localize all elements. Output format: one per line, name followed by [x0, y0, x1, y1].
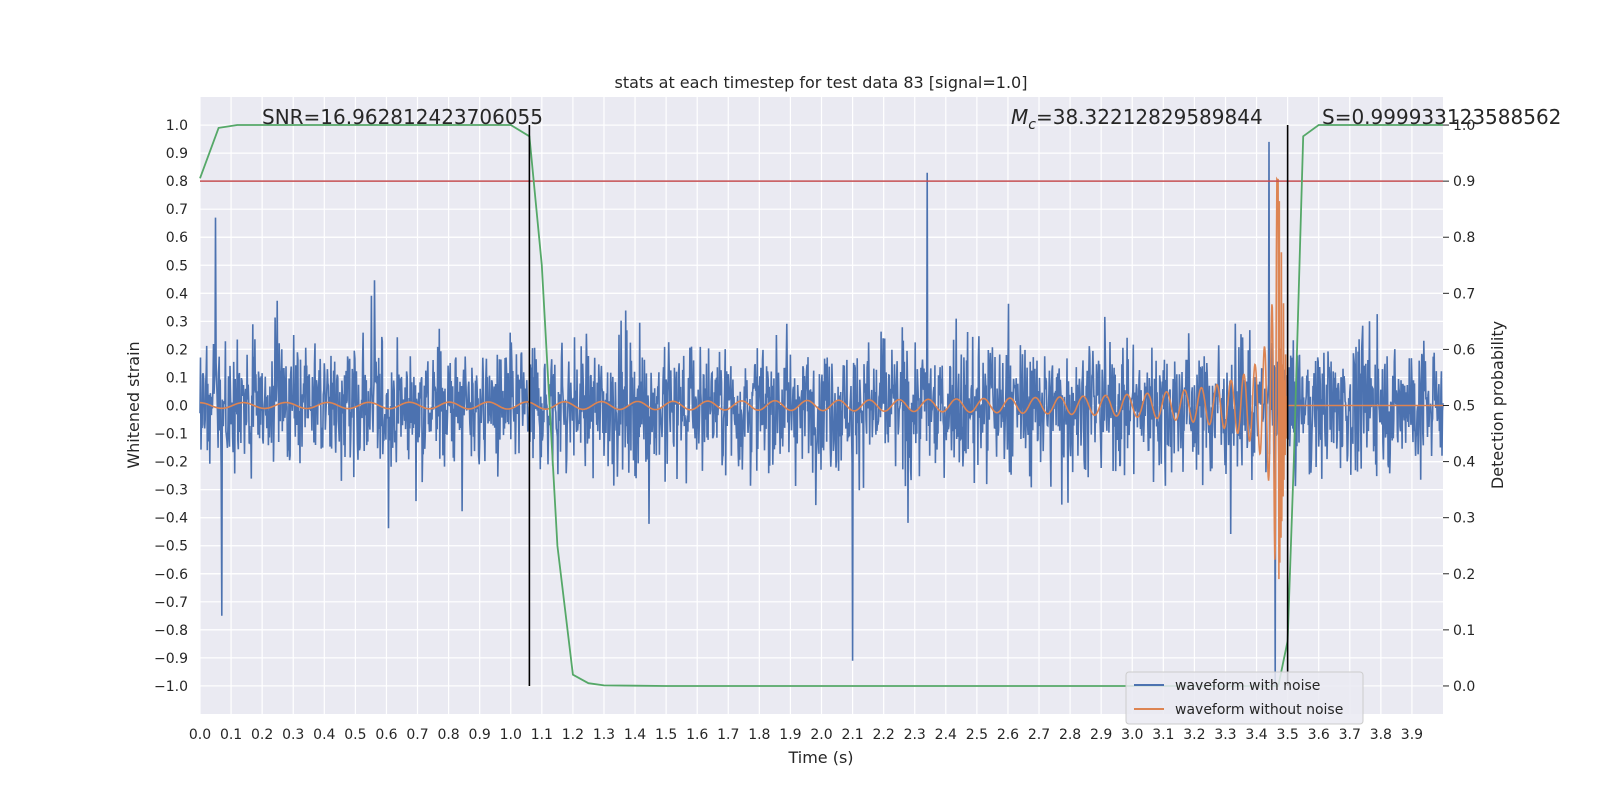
series-waveform-with-noise — [199, 141, 1444, 687]
y-tick-label: 0.1 — [166, 370, 188, 386]
y-tick-label: −0.1 — [154, 427, 188, 443]
series-waveform-without-noise — [200, 176, 1443, 580]
y-tick-label: −0.7 — [154, 595, 188, 611]
y-tick-labels: 1.0 0.9 0.8 0.7 0.6 0.5 0.4 0.3 0.2 0.1 0.0 −0.1 −0.… — [154, 118, 188, 695]
y-tick-label: 0.4 — [166, 286, 188, 302]
y2-tick-label: 0.4 — [1453, 455, 1475, 471]
y-tick-label: 1.0 — [166, 118, 188, 134]
x-tick-label: 2.9 — [1090, 727, 1112, 743]
chirp-mass-value: =38.32212829589844 — [1036, 105, 1263, 129]
x-tick-label: 3.2 — [1183, 727, 1205, 743]
y-tick-label: 0.3 — [166, 314, 188, 330]
x-tick-label: 0.6 — [375, 727, 397, 743]
x-tick-label: 0.8 — [437, 727, 459, 743]
y2-tick-label: 0.1 — [1453, 623, 1475, 639]
x-tick-label: 2.1 — [841, 727, 863, 743]
y2-tick-label: 0.9 — [1453, 174, 1475, 190]
x-tick-label: 0.7 — [406, 727, 428, 743]
y2-tick-label: 0.0 — [1453, 679, 1475, 695]
y2-tick-label: 0.8 — [1453, 230, 1475, 246]
chart-title: stats at each timestep for test data 83 … — [615, 73, 1028, 92]
y-tick-label: −0.8 — [154, 623, 188, 639]
x-tick-label: 1.2 — [562, 727, 584, 743]
legend: waveform with noise waveform without noi… — [1125, 671, 1364, 725]
x-tick-label: 2.4 — [935, 727, 957, 743]
y-tick-label: −0.9 — [154, 651, 188, 667]
x-tick-label: 2.3 — [904, 727, 926, 743]
x-tick-label: 3.0 — [1121, 727, 1143, 743]
x-tick-label: 1.1 — [531, 727, 553, 743]
x-tick-label: 2.8 — [1059, 727, 1081, 743]
x-tick-label: 0.2 — [251, 727, 273, 743]
x-tick-label: 1.5 — [655, 727, 677, 743]
x-tick-label: 2.6 — [997, 727, 1019, 743]
y2-tick-label: 0.2 — [1453, 567, 1475, 583]
y-axis-label: Whitened strain — [124, 341, 143, 468]
x-tick-label: 3.5 — [1276, 727, 1298, 743]
x-tick-label: 1.3 — [593, 727, 615, 743]
legend-label-noise: waveform with noise — [1175, 678, 1320, 694]
x-tick-label: 3.8 — [1370, 727, 1392, 743]
x-tick-label: 1.9 — [779, 727, 801, 743]
chirp-mass-symbol: M — [1011, 105, 1028, 129]
x-tick-label: 2.2 — [873, 727, 895, 743]
y-tick-label: −0.5 — [154, 539, 188, 555]
y-tick-label: −0.3 — [154, 483, 188, 499]
y-tick-label: 0.6 — [166, 230, 188, 246]
y-tick-label: −1.0 — [154, 679, 188, 695]
x-tick-label: 0.1 — [220, 727, 242, 743]
x-tick-label: 0.3 — [282, 727, 304, 743]
x-tick-label: 2.7 — [1028, 727, 1050, 743]
x-axis-label: Time (s) — [787, 748, 853, 767]
y2-tick-label: 0.7 — [1453, 286, 1475, 302]
y-tick-label: 0.8 — [166, 174, 188, 190]
y-tick-label: 0.2 — [166, 342, 188, 358]
x-tick-label: 0.5 — [344, 727, 366, 743]
x-tick-label: 3.1 — [1152, 727, 1174, 743]
x-tick-label: 0.9 — [469, 727, 491, 743]
legend-box — [1125, 671, 1364, 725]
data-layer — [199, 124, 1444, 687]
chirp-mass-annotation: Mc=38.32212829589844 — [1011, 105, 1263, 133]
x-tick-label: 1.0 — [500, 727, 522, 743]
x-tick-label: 2.5 — [966, 727, 988, 743]
y-tick-label: 0.0 — [166, 399, 188, 415]
x-tick-label: 0.4 — [313, 727, 335, 743]
x-tick-label: 0.0 — [189, 727, 211, 743]
x-tick-label: 3.6 — [1308, 727, 1330, 743]
y2-tick-labels: 1.0 0.9 0.8 0.7 0.6 0.5 0.4 0.3 0.2 0.1 0.0 — [1443, 118, 1475, 695]
y-tick-label: −0.2 — [154, 455, 188, 471]
y2-tick-label: 1.0 — [1453, 118, 1475, 134]
x-tick-label: 1.6 — [686, 727, 708, 743]
y-tick-label: 0.9 — [166, 146, 188, 162]
series-detection-probability — [199, 124, 1443, 687]
y2-tick-label: 0.6 — [1453, 342, 1475, 358]
y-tick-label: −0.6 — [154, 567, 188, 583]
x-tick-label: 2.0 — [810, 727, 832, 743]
y2-tick-label: 0.5 — [1453, 399, 1475, 415]
score-annotation: S=0.999933123588562 — [1322, 105, 1561, 129]
chirp-mass-subscript: c — [1028, 117, 1036, 133]
x-tick-label: 3.3 — [1214, 727, 1236, 743]
x-tick-label: 1.7 — [717, 727, 739, 743]
x-tick-label: 3.9 — [1401, 727, 1423, 743]
x-tick-label: 3.7 — [1339, 727, 1361, 743]
y-tick-label: 0.7 — [166, 202, 188, 218]
x-tick-labels: 0.0 0.1 0.2 0.3 0.4 0.5 0.6 0.7 0.8 0.9 1.0 1.1 1.2 1… — [189, 727, 1423, 743]
y-tick-label: −0.4 — [154, 511, 188, 527]
legend-label-clean: waveform without noise — [1175, 702, 1343, 718]
x-tick-label: 3.4 — [1245, 727, 1267, 743]
snr-annotation: SNR=16.962812423706055 — [262, 105, 543, 129]
y2-tick-label: 0.3 — [1453, 511, 1475, 527]
y2-axis-label: Detection probability — [1488, 321, 1507, 489]
y-tick-label: 0.5 — [166, 258, 188, 274]
x-tick-label: 1.4 — [624, 727, 646, 743]
x-tick-label: 1.8 — [748, 727, 770, 743]
